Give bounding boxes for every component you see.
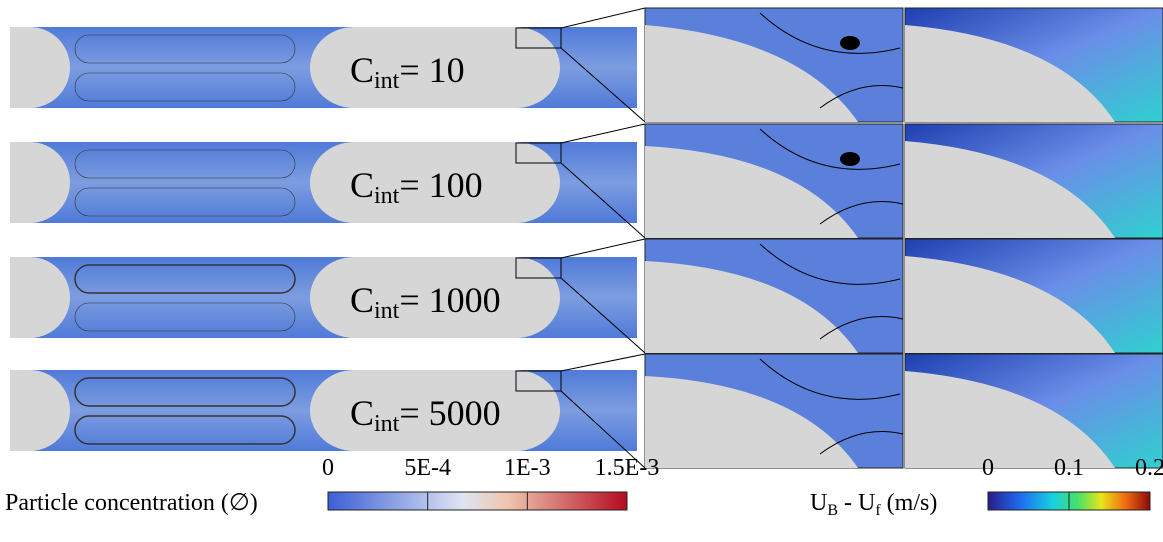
label-symbol: C <box>350 280 374 320</box>
label-subscript: int <box>374 68 400 94</box>
colorbar-tick-label: 0 <box>322 455 334 481</box>
panel-label: Cint= 100 <box>350 165 483 209</box>
vortex <box>840 36 860 50</box>
panel-label: Cint= 5000 <box>350 393 501 437</box>
label-value: = 10 <box>399 50 464 90</box>
panel-label: Cint= 1000 <box>350 280 501 324</box>
label-symbol: C <box>350 50 374 90</box>
label-symbol: C <box>350 165 374 205</box>
colorbar-label: UB - Uf (m/s) <box>810 490 937 519</box>
label-subscript: B <box>827 502 838 519</box>
label-subscript: int <box>374 183 400 209</box>
label-subscript: int <box>374 298 400 324</box>
label-symbol: C <box>350 393 374 433</box>
colorbar-label: Particle concentration (∅) <box>5 490 258 516</box>
label-value: = 5000 <box>399 393 500 433</box>
panel-label: Cint= 10 <box>350 50 465 94</box>
vortex <box>840 152 860 166</box>
zoom-connector <box>561 354 645 371</box>
zoom-connector <box>561 124 645 143</box>
zoom-connector <box>561 8 645 28</box>
colorbar-tick-label: 1.5E-3 <box>595 455 660 481</box>
colorbar-tick-label: 0.2 <box>1135 455 1163 481</box>
label-value: = 100 <box>399 165 482 205</box>
label-text: U <box>810 490 827 516</box>
label-text: - U <box>838 490 875 516</box>
label-subscript: int <box>374 411 400 437</box>
figure: Cint= 10Cint= 100Cint= 1000Cint= 500005E… <box>0 0 1163 542</box>
colorbar-tick-label: 0.1 <box>1054 455 1084 481</box>
colorbar <box>328 492 627 510</box>
label-text: (m/s) <box>881 490 938 516</box>
colorbar-tick-label: 5E-4 <box>404 455 451 481</box>
colorbar-tick-label: 0 <box>982 455 994 481</box>
zoom-connector <box>561 239 645 258</box>
colorbar-tick-label: 1E-3 <box>504 455 551 481</box>
label-value: = 1000 <box>399 280 500 320</box>
